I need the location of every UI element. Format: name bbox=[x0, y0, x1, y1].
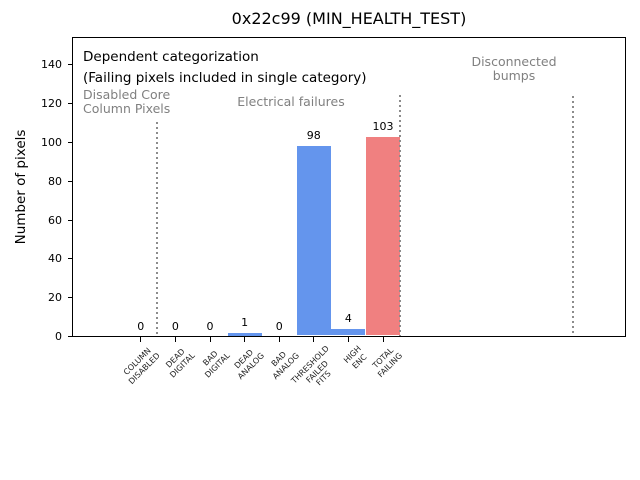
x-tick-label: DEAD ANALOG bbox=[232, 347, 266, 381]
bar-value-label: 0 bbox=[275, 319, 283, 333]
section-separator-line bbox=[156, 122, 158, 336]
y-tick-label: 120 bbox=[41, 97, 62, 111]
bar-value-label: 0 bbox=[171, 319, 179, 333]
x-tick-label: HIGH ENC bbox=[341, 344, 369, 371]
x-tick-label: DEAD DIGITAL bbox=[164, 346, 197, 380]
section-label-electrical-failures: Electrical failures bbox=[237, 94, 345, 109]
x-tick-label: BAD DIGITAL bbox=[200, 349, 232, 380]
bar-value-label: 0 bbox=[206, 319, 214, 333]
x-tick-mark bbox=[244, 337, 246, 342]
y-tick-mark bbox=[67, 103, 73, 105]
x-tick-mark bbox=[209, 337, 211, 342]
y-tick-mark bbox=[67, 258, 73, 260]
section-separator-line bbox=[572, 96, 574, 336]
bar-value-label: 1 bbox=[241, 315, 249, 329]
annotation-dependent-categorization: Dependent categorization bbox=[83, 49, 259, 65]
y-tick-mark bbox=[67, 297, 73, 299]
y-tick-label: 100 bbox=[41, 136, 62, 149]
x-tick-mark bbox=[278, 337, 280, 342]
y-tick-label: 140 bbox=[41, 58, 62, 72]
plot-area bbox=[72, 37, 626, 337]
bar-value-label: 4 bbox=[344, 311, 352, 325]
bar bbox=[331, 328, 366, 336]
y-tick-label: 0 bbox=[55, 330, 62, 343]
y-tick-mark bbox=[67, 336, 73, 337]
y-tick-mark bbox=[67, 142, 73, 143]
x-tick-mark bbox=[382, 337, 384, 342]
x-tick-mark bbox=[174, 337, 176, 342]
x-tick-mark bbox=[313, 337, 315, 342]
x-tick-label: TOTAL FAILING bbox=[371, 345, 405, 379]
y-axis-label: Number of pixels bbox=[13, 129, 29, 245]
y-tick-label: 20 bbox=[48, 291, 62, 305]
annotation-failing-pixels-note: (Failing pixels included in single categ… bbox=[83, 70, 367, 86]
chart-title: 0x22c99 (MIN_HEALTH_TEST) bbox=[231, 9, 467, 28]
bar-value-label: 98 bbox=[306, 129, 321, 143]
x-tick-label: THRESHOLD FAILED FITS bbox=[289, 344, 334, 388]
y-tick-label: 80 bbox=[48, 174, 62, 188]
y-tick-mark bbox=[67, 219, 73, 221]
bar-value-label: 0 bbox=[137, 319, 145, 333]
bar bbox=[296, 146, 331, 336]
y-tick-label: 60 bbox=[48, 213, 62, 227]
x-tick-mark bbox=[140, 337, 142, 342]
y-tick-mark bbox=[67, 180, 73, 182]
bar bbox=[227, 332, 262, 336]
section-label-disconnected-bumps: Disconnected bumps bbox=[471, 54, 557, 83]
section-separator-line bbox=[399, 95, 401, 336]
bar bbox=[366, 136, 400, 336]
y-tick-label: 40 bbox=[48, 252, 62, 266]
bar-value-label: 103 bbox=[372, 119, 394, 133]
x-tick-label: COLUMN DISABLED bbox=[122, 346, 162, 386]
x-tick-mark bbox=[347, 337, 349, 342]
section-label-disabled-core-column-pixels: Disabled Core Column Pixels bbox=[83, 87, 171, 116]
y-tick-mark bbox=[67, 64, 73, 66]
